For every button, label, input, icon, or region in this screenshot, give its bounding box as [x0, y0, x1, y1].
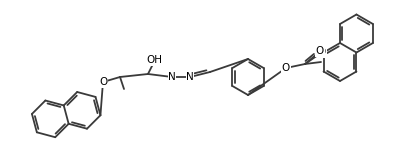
Text: N: N — [168, 72, 176, 82]
Text: O: O — [282, 63, 290, 73]
Text: O: O — [99, 77, 107, 87]
Text: O: O — [318, 47, 326, 57]
Text: N: N — [186, 72, 194, 82]
Text: OH: OH — [146, 55, 162, 65]
Text: O: O — [316, 46, 324, 56]
